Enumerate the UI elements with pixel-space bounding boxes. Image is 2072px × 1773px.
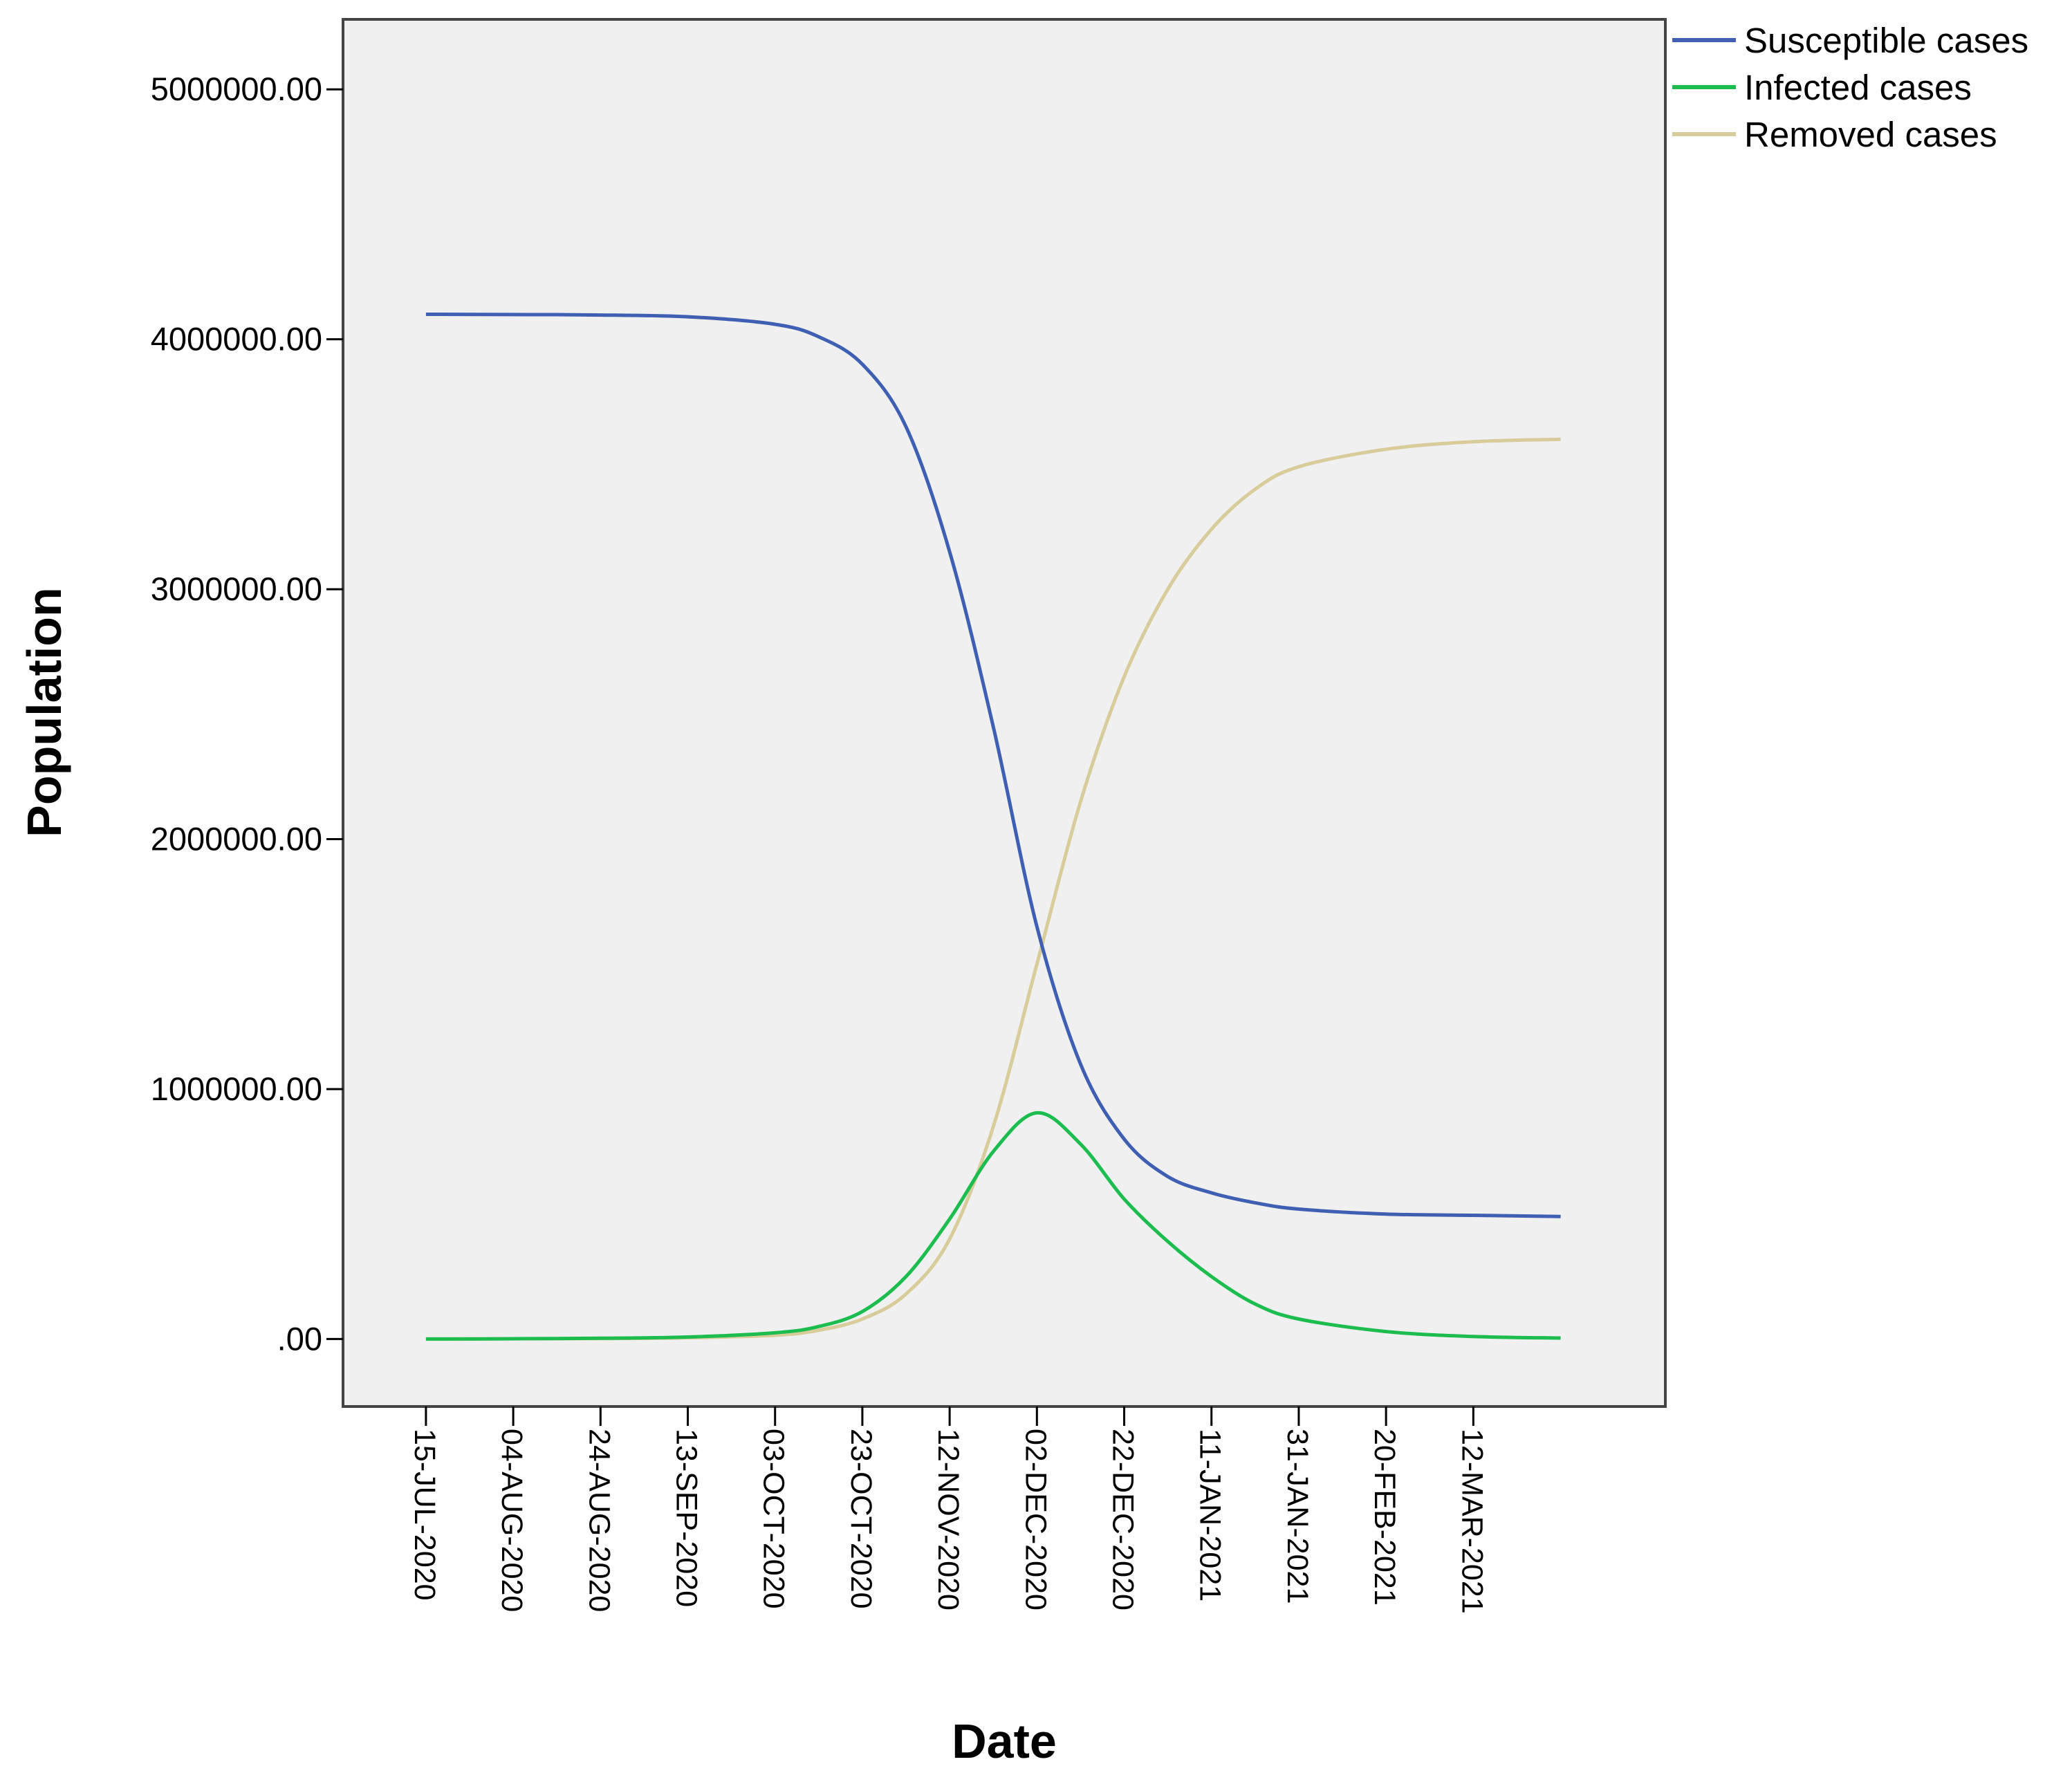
plot-area	[342, 18, 1667, 1408]
x-tick-label: 12-NOV-2020	[932, 1429, 965, 1610]
x-tick-label: 02-DEC-2020	[1019, 1429, 1052, 1610]
y-axis-title: Population	[17, 587, 71, 837]
y-tick-label: 4000000.00	[151, 321, 322, 358]
x-axis: 15-JUL-2020 04-AUG-2020 24-AUG-2020 13-SEP-…	[408, 1407, 1488, 1614]
series-line-susceptible-cases	[425, 313, 1561, 1218]
legend-label-susceptible-cases: Susceptible cases	[1744, 21, 2028, 60]
x-tick-label: 20-FEB-2021	[1368, 1429, 1401, 1606]
x-tick-label: 15-JUL-2020	[408, 1429, 441, 1601]
series-layer	[425, 313, 1561, 1341]
x-axis-title: Date	[952, 1714, 1057, 1768]
y-axis: .00 1000000.00 2000000.00 3000000.00 4000000…	[151, 71, 343, 1357]
x-tick-label: 03-OCT-2020	[757, 1429, 790, 1609]
y-tick-label: 1000000.00	[151, 1070, 322, 1107]
legend-label-infected-cases: Infected cases	[1744, 68, 1972, 107]
legend: Susceptible cases Infected cases Removed c…	[1672, 21, 2028, 154]
y-tick-label: 5000000.00	[151, 71, 322, 107]
x-tick-label: 24-AUG-2020	[582, 1429, 616, 1612]
x-tick-label: 31-JAN-2021	[1281, 1429, 1314, 1604]
y-tick-label: 2000000.00	[151, 821, 322, 857]
x-tick-label: 12-MAR-2021	[1455, 1429, 1488, 1614]
x-tick-label: 11-JAN-2021	[1194, 1429, 1227, 1602]
x-tick-label: 13-SEP-2020	[670, 1429, 703, 1607]
series-line-infected-cases	[425, 1111, 1561, 1341]
legend-label-removed-cases: Removed cases	[1744, 115, 1997, 154]
x-tick-label: 04-AUG-2020	[495, 1429, 528, 1612]
y-tick-label: .00	[277, 1320, 322, 1357]
y-tick-label: 3000000.00	[151, 570, 322, 607]
x-tick-label: 22-DEC-2020	[1107, 1429, 1140, 1610]
x-tick-label: 23-OCT-2020	[844, 1429, 878, 1609]
